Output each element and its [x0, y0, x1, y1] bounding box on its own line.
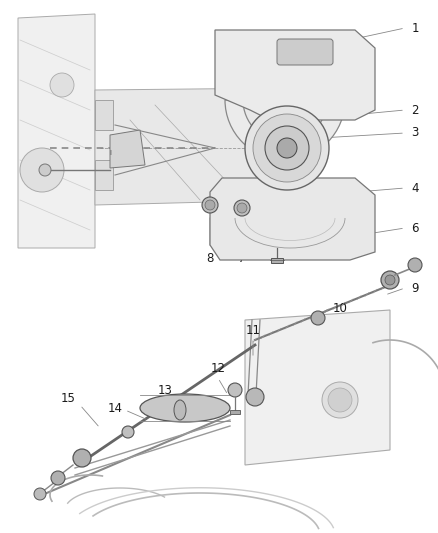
- Text: 11: 11: [246, 324, 261, 336]
- Text: 14: 14: [107, 401, 123, 415]
- Circle shape: [73, 449, 91, 467]
- Wedge shape: [225, 100, 345, 160]
- Polygon shape: [245, 310, 390, 465]
- Polygon shape: [215, 30, 375, 120]
- Circle shape: [34, 488, 46, 500]
- Circle shape: [20, 148, 64, 192]
- Circle shape: [205, 200, 215, 210]
- Circle shape: [246, 388, 264, 406]
- Circle shape: [51, 471, 65, 485]
- Bar: [95, 100, 113, 130]
- Bar: [230, 410, 240, 414]
- Text: 8: 8: [206, 252, 214, 264]
- Text: 7: 7: [238, 252, 246, 264]
- Text: 15: 15: [60, 392, 75, 405]
- Circle shape: [328, 388, 352, 412]
- Circle shape: [122, 426, 134, 438]
- Ellipse shape: [174, 400, 186, 420]
- Circle shape: [228, 383, 242, 397]
- Circle shape: [237, 203, 247, 213]
- Circle shape: [253, 114, 321, 182]
- Circle shape: [385, 275, 395, 285]
- Circle shape: [245, 106, 329, 190]
- Text: 12: 12: [211, 361, 226, 375]
- Polygon shape: [95, 88, 290, 205]
- Text: 1: 1: [411, 21, 419, 35]
- Ellipse shape: [140, 394, 230, 422]
- Bar: [271, 258, 283, 263]
- Circle shape: [234, 200, 250, 216]
- Circle shape: [322, 382, 358, 418]
- Text: 2: 2: [411, 103, 419, 117]
- Text: 3: 3: [411, 126, 419, 140]
- Polygon shape: [18, 14, 95, 248]
- Bar: [95, 160, 113, 190]
- Text: 4: 4: [411, 182, 419, 195]
- Circle shape: [381, 271, 399, 289]
- Circle shape: [202, 197, 218, 213]
- Polygon shape: [210, 178, 375, 260]
- Circle shape: [311, 311, 325, 325]
- Circle shape: [408, 258, 422, 272]
- Text: 6: 6: [411, 222, 419, 235]
- Circle shape: [265, 126, 309, 170]
- Text: 9: 9: [411, 281, 419, 295]
- Circle shape: [277, 138, 297, 158]
- Circle shape: [50, 73, 74, 97]
- Polygon shape: [110, 130, 145, 168]
- Text: 10: 10: [332, 302, 347, 314]
- Text: 13: 13: [158, 384, 173, 397]
- Text: I: I: [109, 150, 111, 156]
- Circle shape: [39, 164, 51, 176]
- FancyBboxPatch shape: [277, 39, 333, 65]
